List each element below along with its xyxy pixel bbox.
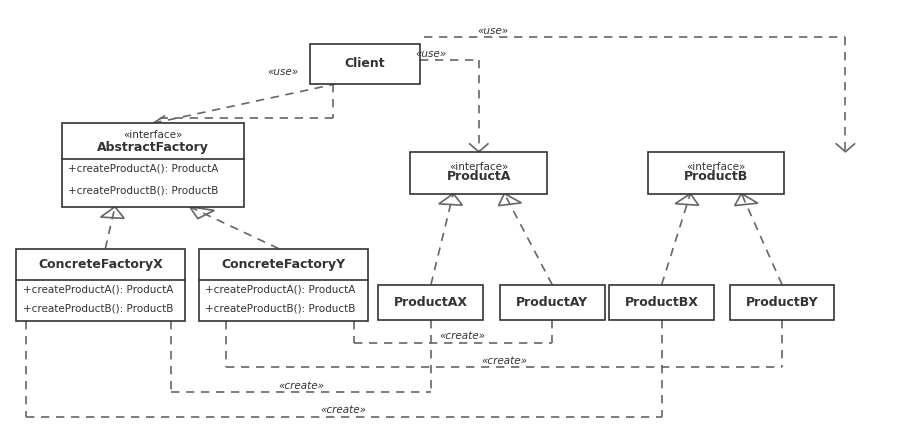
Bar [499,285,604,320]
Text: «use»: «use» [476,26,507,36]
Text: «create»: «create» [439,331,485,341]
Text: ProductB: ProductB [683,170,747,183]
Text: AbstractFactory: AbstractFactory [97,141,209,154]
Text: +createProductA(): ProductA: +createProductA(): ProductA [205,284,355,294]
Text: Client: Client [344,57,384,70]
Bar [410,152,547,194]
Text: +createProductB(): ProductB: +createProductB(): ProductB [205,303,355,313]
Bar [62,123,244,207]
Text: «interface»: «interface» [123,130,183,140]
Text: +createProductA(): ProductA: +createProductA(): ProductA [68,164,219,173]
Text: «interface»: «interface» [448,162,508,172]
Bar [199,249,367,321]
Text: «use»: «use» [267,67,298,77]
Text: +createProductA(): ProductA: +createProductA(): ProductA [23,284,173,294]
Bar [729,285,834,320]
Text: «interface»: «interface» [685,162,745,172]
Text: «create»: «create» [278,381,323,391]
Text: +createProductB(): ProductB: +createProductB(): ProductB [23,303,173,313]
Bar [310,44,419,84]
Text: ProductBX: ProductBX [624,296,698,309]
Bar [16,249,185,321]
Text: ProductAX: ProductAX [394,296,467,309]
Text: ConcreteFactoryX: ConcreteFactoryX [38,258,163,271]
Text: «use»: «use» [415,48,446,59]
Text: +createProductB(): ProductB: +createProductB(): ProductB [68,185,219,195]
Bar [378,285,483,320]
Bar [647,152,783,194]
Text: ProductBY: ProductBY [745,296,817,309]
Text: «create»: «create» [481,356,527,366]
Text: ProductA: ProductA [446,170,510,183]
Bar [609,285,713,320]
Text: ProductAY: ProductAY [516,296,588,309]
Text: ConcreteFactoryY: ConcreteFactoryY [220,258,345,271]
Text: «create»: «create» [321,405,366,415]
